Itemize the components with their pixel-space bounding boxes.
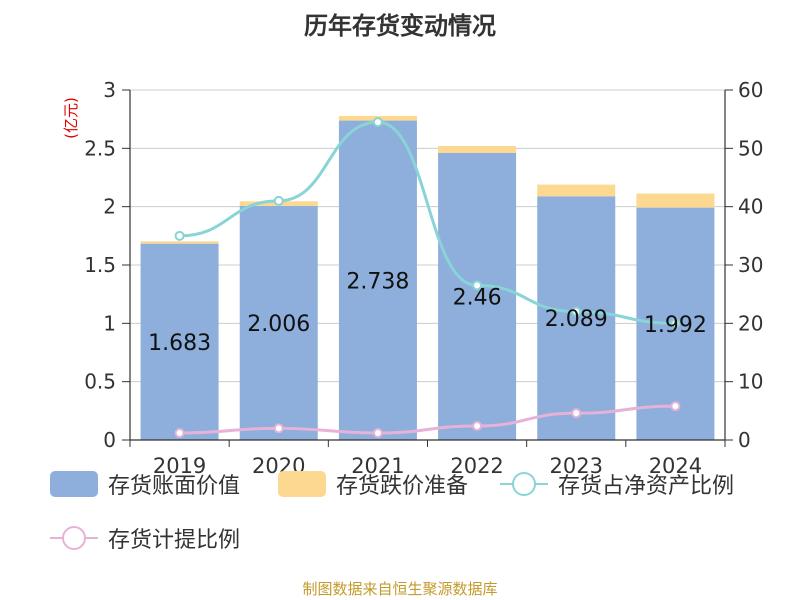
x-tick-label: 2019 <box>153 454 206 478</box>
bar-provision <box>140 241 219 244</box>
legend-swatch-book-value <box>50 471 98 497</box>
legend-swatch-provision <box>278 471 326 497</box>
ratio-net-assets-point <box>372 117 383 128</box>
bar-data-label: 2.46 <box>453 286 502 311</box>
y-left-tick-label: 0 <box>103 428 116 452</box>
bar-data-label: 2.738 <box>346 269 409 294</box>
bar-data-label: 1.992 <box>644 313 707 338</box>
y-left-tick-label: 2 <box>103 195 116 219</box>
provision-ratio-point <box>472 421 483 431</box>
x-tick-label: 2021 <box>351 454 404 478</box>
legend-item-book-value[interactable]: 存货账面价值 <box>50 468 240 500</box>
y-right-tick-label: 30 <box>738 253 763 277</box>
ratio-net-assets-point <box>670 318 681 329</box>
provision-ratio-point <box>372 428 383 438</box>
provision-ratio-point <box>670 401 681 412</box>
legend-swatch-ratio-net-assets <box>500 472 548 496</box>
bar-provision <box>537 184 616 197</box>
bar-book-value <box>438 153 517 440</box>
y-left-tick-label: 1.5 <box>84 253 116 277</box>
y-left-tick-label: 3 <box>103 78 116 102</box>
legend-label-ratio-net-assets: 存货占净资产比例 <box>558 474 735 499</box>
source-note: 制图数据来自恒生聚源数据库 <box>302 580 498 598</box>
legend-label-provision-ratio: 存货计提比例 <box>108 528 241 553</box>
bar-book-value <box>338 120 417 441</box>
bar-data-label: 2.006 <box>247 312 310 337</box>
provision-ratio-point <box>273 423 284 434</box>
bar-book-value <box>537 196 616 440</box>
legend-label-book-value: 存货账面价值 <box>108 474 241 499</box>
x-tick-label: 2024 <box>649 454 702 478</box>
y-left-unit-label: (亿元) <box>62 97 80 139</box>
y-right-tick-label: 60 <box>738 78 763 102</box>
y-right-tick-label: 0 <box>738 428 751 452</box>
provision-ratio-line <box>179 404 676 435</box>
provision-ratio-point <box>571 408 582 419</box>
x-tick-label: 2023 <box>550 454 603 478</box>
legend-item-ratio-net-assets[interactable]: 存货占净资产比例 <box>500 468 734 500</box>
y-right-tick-label: 10 <box>738 370 763 394</box>
bar-book-value <box>140 243 219 440</box>
legend-item-provision[interactable]: 存货跌价准备 <box>278 468 468 500</box>
ratio-net-assets-point <box>174 230 185 241</box>
bar-data-label: 2.089 <box>545 307 608 332</box>
chart-title: 历年存货变动情况 <box>304 12 496 40</box>
y-right-tick-label: 20 <box>738 311 763 335</box>
bar-data-label: 1.683 <box>148 331 211 356</box>
y-left-tick-label: 0.5 <box>84 370 116 394</box>
ratio-net-assets-point <box>571 306 582 317</box>
y-right-tick-label: 40 <box>738 195 763 219</box>
y-right-tick-label: 50 <box>738 136 763 160</box>
ratio-net-assets-point <box>472 280 483 291</box>
y-left-tick-label: 1 <box>103 311 116 335</box>
bar-book-value <box>239 205 318 440</box>
ratio-net-assets-point <box>273 195 284 206</box>
y-left-tick-label: 2.5 <box>84 136 116 160</box>
bar-provision <box>438 146 517 153</box>
legend-label-provision: 存货跌价准备 <box>336 474 469 499</box>
legend-swatch-provision-ratio <box>50 526 98 550</box>
provision-ratio-point <box>174 428 185 438</box>
x-tick-label: 2022 <box>450 454 503 478</box>
legend-item-provision-ratio[interactable]: 存货计提比例 <box>50 522 240 554</box>
bar-provision <box>636 193 715 208</box>
